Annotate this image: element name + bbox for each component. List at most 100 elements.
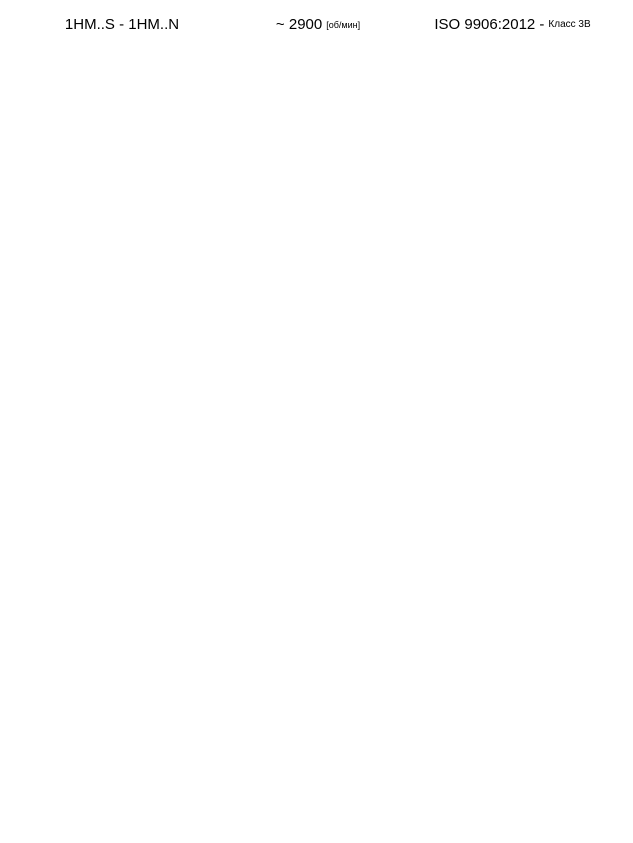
us-gpm-axis-tick-label: 0 [58, 92, 64, 104]
curve-thick-dashed-11 [60, 429, 204, 433]
model-title: 1HM..S - 1HM..N [64, 16, 180, 33]
curve-thin-11 [203, 445, 551, 561]
h-ft-tick-label: 100 [584, 546, 602, 558]
curve-thin-18 [203, 312, 551, 501]
stage-label: 16 [98, 333, 110, 345]
us-gpm-axis-label: Q [US gpm] [533, 92, 590, 104]
h-tick-label: 140 [32, 175, 50, 187]
curve-thick-18 [203, 288, 552, 475]
stage-label-bg [94, 432, 114, 445]
stage-label: 12 [98, 414, 110, 426]
stage-label: 18 [98, 293, 110, 305]
h-ft-tick-label: 400 [584, 236, 602, 248]
curve-thin-dashed-14 [60, 376, 204, 390]
curve-thin-14 [203, 388, 551, 536]
curve-thin-25 [203, 179, 551, 441]
h-tick-label: 20 [38, 582, 50, 594]
curve-thin-22 [203, 236, 551, 467]
outer-frame [5, 5, 628, 834]
eta-curve-label: η [190, 619, 196, 631]
stage-label-bg [94, 331, 114, 344]
curve-thick-20 [203, 248, 552, 455]
imp-gpm-axis-tick-label: 6 [392, 58, 398, 70]
eta-tick-label: 0 [584, 672, 590, 684]
h-tick-label: 160 [32, 107, 50, 119]
curve-thick-dashed-16 [60, 328, 204, 332]
p-tick-label: 0,2 [35, 602, 50, 614]
legend-label-3ph: 3~ [538, 153, 551, 165]
us-gpm-axis-tick-label: 2 [151, 92, 157, 104]
y-right-axis-label: H [фт] [605, 136, 617, 164]
power-curve [203, 659, 551, 667]
npsh-axis-label: NPSH [м] [14, 708, 25, 751]
imp-gpm-axis-tick-label: 2 [169, 58, 175, 70]
curve-thin-dashed-22 [60, 217, 204, 238]
stage-label: 11 [98, 434, 109, 446]
legend-box [486, 121, 571, 173]
p-axis-label: P P [кВт] [14, 622, 25, 662]
h-ft-tick-label: 200 [584, 443, 602, 455]
stage-label-bg [94, 211, 114, 224]
h-tick-label: 80 [38, 378, 50, 390]
stage-label: 25 [98, 152, 110, 164]
curve-thick-11 [203, 430, 552, 546]
stage-label-bg [94, 150, 114, 163]
curve-thin-20 [203, 274, 551, 484]
curve-thick-dashed-20 [60, 246, 204, 251]
h-ft-tick-label: 500 [584, 133, 602, 145]
q-tick-label: 0,0 [53, 775, 68, 787]
npsh-ft-tick-label: 10 [584, 724, 596, 736]
h-tick-label: 40 [38, 514, 50, 526]
us-gpm-axis-tick-label: 6 [336, 92, 342, 104]
lmin-tick-label: 30 [422, 813, 434, 825]
curve-thick-dashed-22 [60, 206, 204, 210]
imp-gpm-axis-tick-label: 0 [58, 58, 64, 70]
imp-gpm-axis-label: Q [Imp gpm] [529, 58, 590, 70]
eta-label-bg [182, 616, 202, 632]
imp-gpm-axis-tick-label: 8 [503, 58, 509, 70]
curve-thick-12 [203, 410, 552, 536]
imp-gpm-axis-tick-label: 4 [281, 58, 287, 70]
npsh-tick-label: 6 [44, 690, 50, 702]
curve-thin-dashed-16 [60, 336, 204, 352]
eta-tick-label: 60 [584, 602, 596, 614]
curve-thin-16 [203, 350, 551, 518]
speed-value: ~ 2900 [275, 16, 323, 33]
curve-thick-dashed-25 [60, 144, 204, 149]
curve-thick-dashed-14 [60, 368, 204, 372]
lmin-axis-label: Q [л/мин] [547, 814, 590, 825]
h-tick-label: 100 [32, 311, 50, 323]
efficiency-curve [203, 619, 551, 638]
stage-label: 22 [98, 212, 110, 224]
lmin-tick-label: 10 [177, 813, 189, 825]
lmin-tick-label: 0 [58, 813, 64, 825]
document-code: 06461_B_CH [612, 763, 622, 817]
stage-label-bg [94, 251, 114, 264]
h-tick-label: 120 [32, 243, 50, 255]
class-value: Класс 3B [548, 19, 591, 30]
h-ft-tick-label: 300 [584, 340, 602, 352]
kw-curve-label: kW/stage [154, 647, 200, 659]
standard-label: ISO 9906:2012 - Класс 3B [398, 6, 627, 43]
curve-thick-16 [203, 329, 552, 495]
eta-tick-label: 30 [584, 637, 596, 649]
curve-thin-dashed-12 [60, 415, 204, 428]
us-gpm-axis-tick-label: 4 [243, 92, 249, 104]
npsh-ft-tick-label: 0 [584, 760, 590, 772]
npsh-ft-axis-label: NPSH [фт] [603, 695, 615, 744]
q-tick-label: 1,5 [359, 775, 374, 787]
legend-label-1ph: 1~ [538, 132, 551, 144]
curve-thin-dashed-11 [60, 435, 204, 447]
curve-thick-14 [203, 369, 552, 516]
q-tick-label: 2,0 [461, 775, 476, 787]
curve-thin-12 [203, 426, 551, 553]
npsh-tick-label: 4 [44, 713, 50, 725]
q-axis-label: Q [м³/ч] [556, 776, 591, 787]
q-tick-label: 0,5 [155, 775, 170, 787]
curve-thick-22 [203, 207, 552, 435]
curve-thin-dashed-20 [60, 256, 204, 276]
p-tick-label: 0,0 [35, 672, 50, 684]
npsh-tick-label: 2 [44, 737, 50, 749]
npsh-curve [203, 712, 551, 759]
